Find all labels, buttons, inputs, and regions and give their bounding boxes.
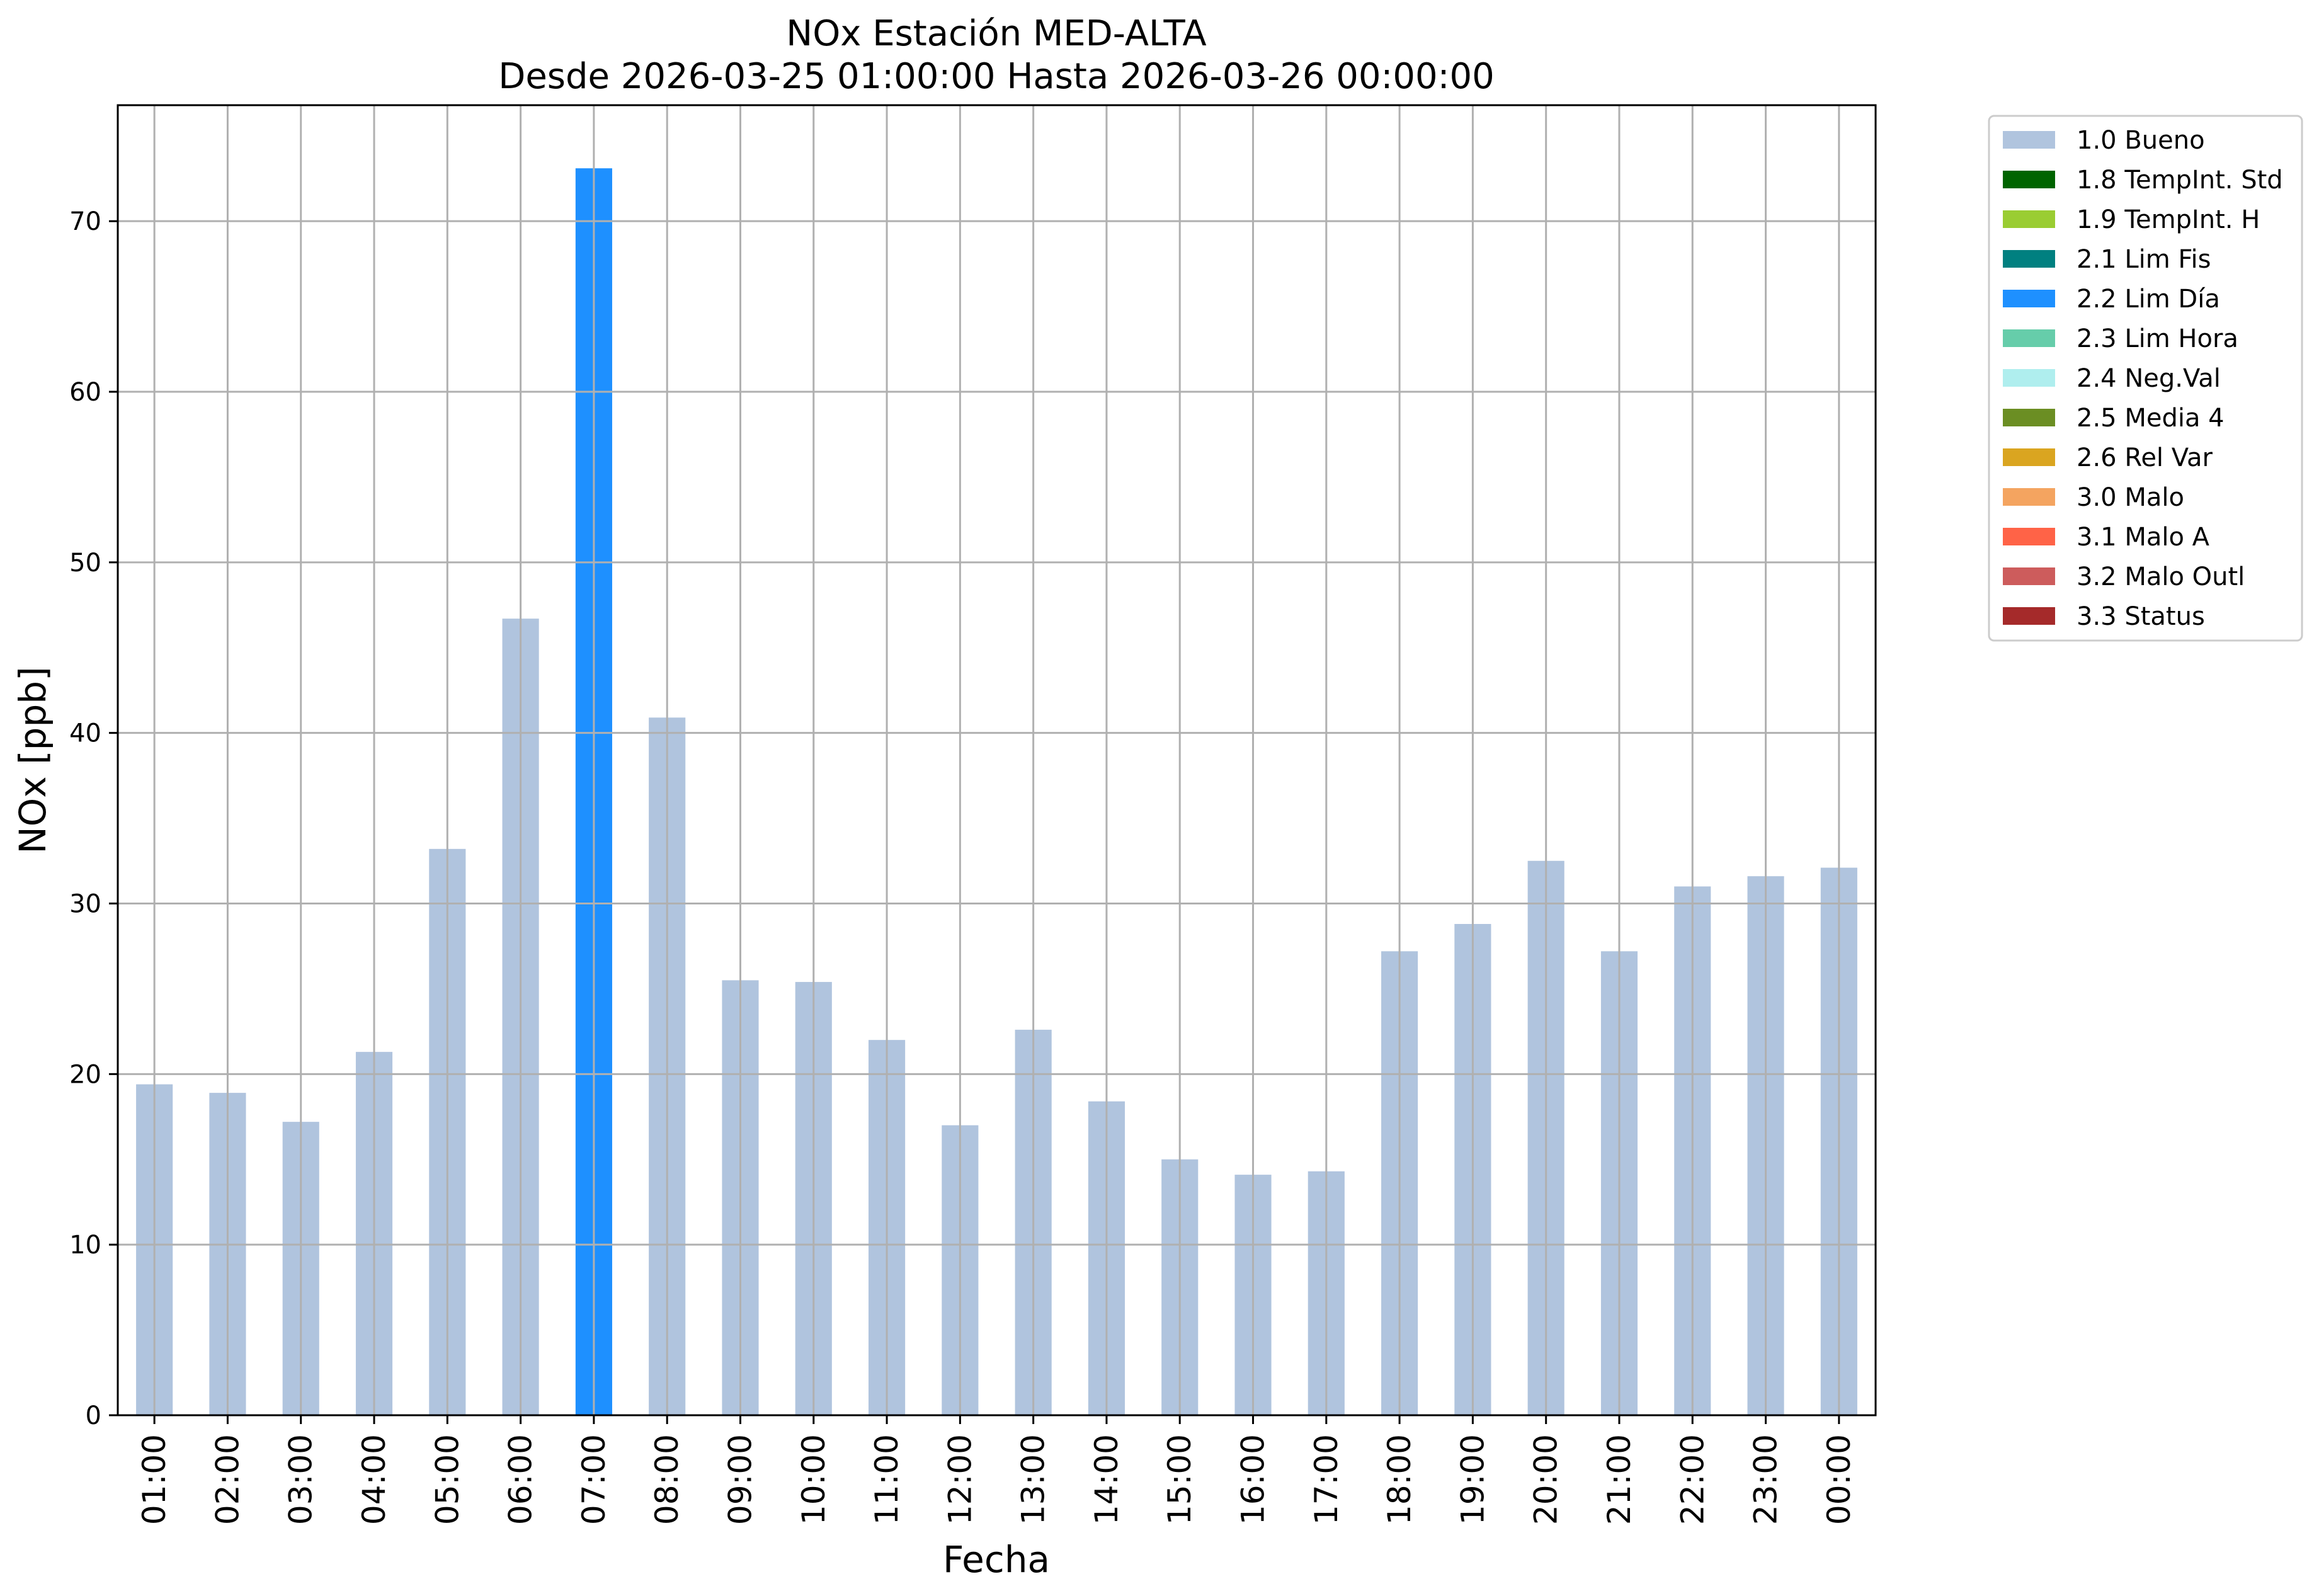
y-tick-label: 50	[69, 549, 101, 578]
legend-label: 1.9 TempInt. H	[2077, 205, 2260, 234]
legend-swatch	[2003, 290, 2055, 307]
legend-swatch	[2003, 409, 2055, 426]
x-tick-label: 03:00	[283, 1434, 319, 1525]
legend-label: 3.0 Malo	[2077, 483, 2184, 512]
legend-label: 2.1 Lim Fis	[2077, 245, 2211, 274]
legend-items: 1.0 Bueno 1.8 TempInt. Std 1.9 TempInt. H 2…	[2003, 126, 2283, 631]
x-tick-label: 10:00	[795, 1434, 832, 1525]
legend-swatch	[2003, 171, 2055, 188]
legend-label: 2.4 Neg.Val	[2077, 364, 2221, 393]
legend-label: 2.2 Lim Día	[2077, 285, 2220, 314]
y-tick-label: 20	[69, 1060, 101, 1089]
legend-label: 3.2 Malo Outl	[2077, 562, 2245, 591]
legend-label: 1.0 Bueno	[2077, 126, 2205, 155]
x-tick-label: 20:00	[1528, 1434, 1564, 1525]
x-tick-label: 18:00	[1381, 1434, 1418, 1525]
legend-swatch	[2003, 488, 2055, 506]
x-tick-label: 15:00	[1161, 1434, 1198, 1525]
legend-swatch	[2003, 210, 2055, 228]
x-tick-label: 23:00	[1748, 1434, 1784, 1525]
legend-label: 2.5 Media 4	[2077, 404, 2225, 433]
y-tick-label: 70	[69, 207, 101, 236]
x-tick-label: 00:00	[1821, 1434, 1857, 1525]
legend-swatch	[2003, 250, 2055, 268]
y-tick-label: 60	[69, 378, 101, 407]
x-tick-label: 22:00	[1674, 1434, 1711, 1525]
x-tick-label: 12:00	[942, 1434, 978, 1525]
chart-title: NOx Estación MED-ALTA	[786, 13, 1206, 54]
grid-lines	[118, 105, 1876, 1415]
x-tick-label: 06:00	[503, 1434, 539, 1525]
legend-label: 1.8 TempInt. Std	[2077, 166, 2283, 195]
legend-label: 2.3 Lim Hora	[2077, 324, 2238, 353]
legend-label: 2.6 Rel Var	[2077, 443, 2213, 472]
x-tick-label: 07:00	[576, 1434, 612, 1525]
y-tick-label: 40	[69, 719, 101, 748]
plot-frame	[117, 104, 1877, 1416]
legend-swatch	[2003, 369, 2055, 387]
y-tick-label: 0	[86, 1401, 101, 1430]
legend: 1.0 Bueno 1.8 TempInt. Std 1.9 TempInt. H 2…	[1988, 115, 2303, 642]
legend-label: 3.1 Malo A	[2077, 523, 2210, 552]
legend-swatch	[2003, 448, 2055, 466]
x-tick-label: 14:00	[1088, 1434, 1125, 1525]
x-tick-label: 13:00	[1015, 1434, 1052, 1525]
legend-swatch	[2003, 131, 2055, 149]
x-tick-label: 04:00	[356, 1434, 392, 1525]
y-tick-label: 30	[69, 890, 101, 919]
legend-swatch	[2003, 528, 2055, 545]
x-tick-label: 08:00	[649, 1434, 685, 1525]
x-tick-label: 01:00	[136, 1434, 173, 1525]
x-tick-label: 21:00	[1601, 1434, 1638, 1525]
x-tick-label: 17:00	[1308, 1434, 1345, 1525]
legend-swatch	[2003, 567, 2055, 585]
x-tick-label: 09:00	[722, 1434, 758, 1525]
x-axis: 01:00 02:00 03:00 04:00 05:00 06:00 07:00 08:00…	[136, 1415, 1857, 1525]
chart-subtitle: Desde 2026-03-25 01:00:00 Hasta 2026-03-…	[498, 56, 1495, 97]
legend-swatch	[2003, 607, 2055, 625]
x-tick-label: 05:00	[429, 1434, 465, 1525]
x-tick-label: 11:00	[869, 1434, 905, 1525]
y-axis: 0 10 20 30 40 50 60 70	[69, 207, 118, 1430]
x-tick-label: 16:00	[1235, 1434, 1272, 1525]
x-tick-label: 02:00	[209, 1434, 246, 1525]
y-axis-label: NOx [ppb]	[11, 666, 54, 854]
y-tick-label: 10	[69, 1231, 101, 1260]
legend-frame	[1988, 115, 2303, 642]
legend-label: 3.3 Status	[2077, 602, 2205, 631]
x-tick-label: 19:00	[1454, 1434, 1491, 1525]
legend-swatch	[2003, 329, 2055, 347]
x-axis-label: Fecha	[943, 1538, 1050, 1581]
